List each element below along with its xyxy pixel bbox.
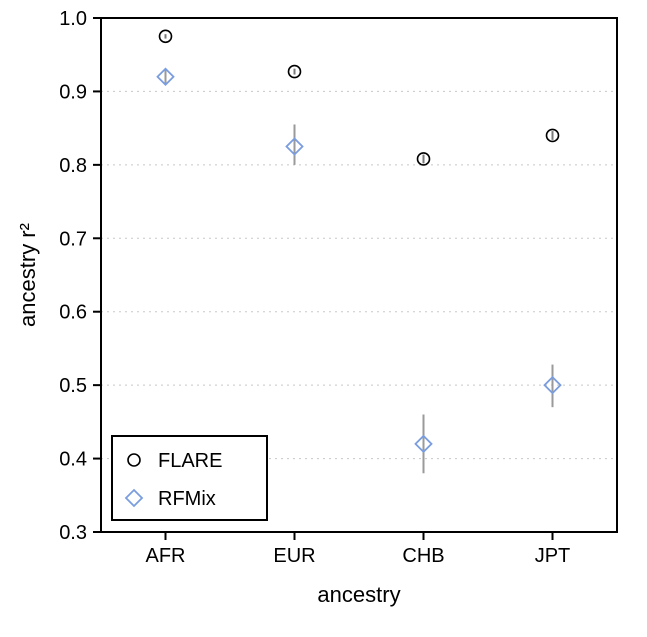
- ancestry-r2-chart: 0.3 0.4 0.5 0.6 0.7 0.8 0.9 1.0 AFR EUR CHB JPT ance…: [0, 0, 647, 637]
- chart-bg: [0, 0, 647, 637]
- legend-label: FLARE: [158, 450, 222, 472]
- chart-container: 0.3 0.4 0.5 0.6 0.7 0.8 0.9 1.0 AFR EUR CHB JPT ance…: [0, 0, 647, 637]
- y-tick-label: 0.7: [59, 228, 87, 250]
- y-axis-title: ancestry r²: [15, 223, 40, 327]
- y-tick-label: 0.4: [59, 449, 87, 471]
- x-tick-label: CHB: [402, 545, 444, 567]
- x-tick-label: JPT: [535, 545, 571, 567]
- x-tick-label: AFR: [146, 545, 186, 567]
- y-tick-label: 0.5: [59, 375, 87, 397]
- y-tick-label: 1.0: [59, 8, 87, 30]
- y-tick-label: 0.8: [59, 155, 87, 177]
- y-tick-label: 0.6: [59, 302, 87, 324]
- legend-label: RFMix: [158, 488, 216, 510]
- x-tick-label: EUR: [273, 545, 315, 567]
- y-tick-label: 0.3: [59, 522, 87, 544]
- y-tick-label: 0.9: [59, 81, 87, 103]
- x-axis-title: ancestry: [317, 582, 400, 607]
